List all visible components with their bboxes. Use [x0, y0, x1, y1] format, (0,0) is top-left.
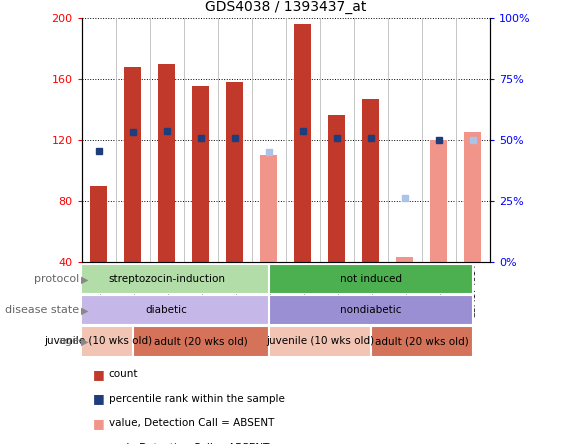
Bar [226, 82, 243, 262]
Bar [396, 258, 413, 262]
Text: not induced: not induced [339, 274, 402, 284]
Text: adult (20 wks old): adult (20 wks old) [375, 337, 468, 346]
Bar [192, 87, 209, 262]
Bar [362, 99, 379, 262]
Text: ■: ■ [93, 416, 105, 430]
Text: adult (20 wks old): adult (20 wks old) [154, 337, 248, 346]
Bar [124, 67, 141, 262]
Bar [269, 295, 473, 325]
Text: percentile rank within the sample: percentile rank within the sample [109, 394, 284, 404]
Text: disease state: disease state [5, 305, 79, 315]
Bar [260, 155, 277, 262]
Bar [65, 295, 269, 325]
Bar [464, 132, 481, 262]
Bar [158, 63, 175, 262]
Bar [65, 264, 269, 294]
Bar [328, 115, 345, 262]
Text: juvenile (10 wks old): juvenile (10 wks old) [266, 337, 374, 346]
Text: ■: ■ [93, 392, 105, 405]
Text: count: count [109, 369, 138, 379]
Text: protocol: protocol [34, 274, 79, 284]
Bar [65, 326, 133, 357]
Text: ▶: ▶ [81, 337, 88, 346]
Bar [371, 326, 473, 357]
Bar [133, 326, 269, 357]
Text: value, Detection Call = ABSENT: value, Detection Call = ABSENT [109, 418, 274, 428]
Bar [294, 24, 311, 262]
Text: rank, Detection Call = ABSENT: rank, Detection Call = ABSENT [109, 443, 269, 444]
Text: age: age [59, 337, 79, 346]
Text: streptozocin-induction: streptozocin-induction [108, 274, 225, 284]
Text: ▶: ▶ [81, 305, 88, 315]
Text: nondiabetic: nondiabetic [340, 305, 401, 315]
Text: diabetic: diabetic [146, 305, 187, 315]
Text: ▶: ▶ [81, 274, 88, 284]
Title: GDS4038 / 1393437_at: GDS4038 / 1393437_at [205, 0, 367, 14]
Bar [90, 186, 107, 262]
Bar [269, 264, 473, 294]
Bar [430, 140, 447, 262]
Text: ■: ■ [93, 441, 105, 444]
Bar [269, 326, 371, 357]
Text: ■: ■ [93, 368, 105, 381]
Text: juvenile (10 wks old): juvenile (10 wks old) [44, 337, 153, 346]
